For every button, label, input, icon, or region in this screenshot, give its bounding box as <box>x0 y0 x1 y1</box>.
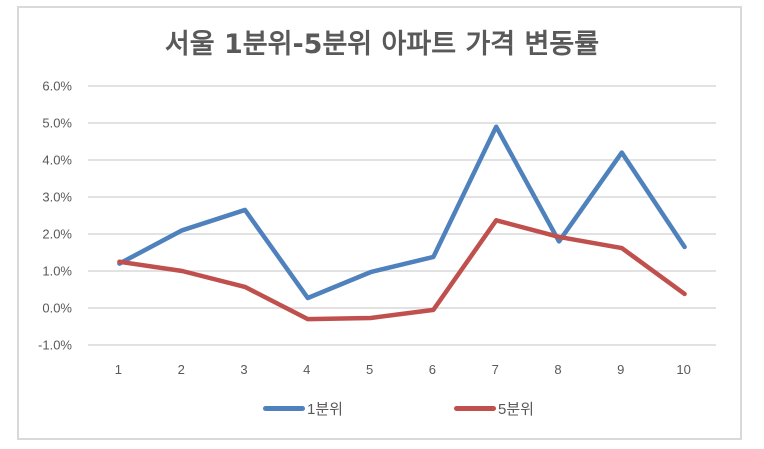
chart-title: 서울 1분위-5분위 아파트 가격 변동률 <box>164 29 600 60</box>
x-tick-label: 4 <box>303 362 310 377</box>
x-tick-label: 6 <box>429 362 436 377</box>
y-tick-label: 5.0% <box>42 116 72 131</box>
legend-item-q1[interactable]: 1분위 <box>263 398 343 419</box>
x-tick-label: 10 <box>676 362 690 377</box>
x-tick-label: 7 <box>492 362 499 377</box>
legend-swatch-q5 <box>454 406 496 411</box>
y-axis-labels: 6.0% 5.0% 4.0% 3.0% 2.0% 1.0% 0.0% -1.0% <box>38 79 72 353</box>
x-tick-label: 1 <box>115 362 122 377</box>
series-line-q5[interactable] <box>117 218 687 322</box>
y-tick-label: 2.0% <box>42 227 72 242</box>
y-tick-label: -1.0% <box>38 338 72 353</box>
y-tick-label: 1.0% <box>42 264 72 279</box>
x-tick-label: 5 <box>366 362 373 377</box>
legend-label-q5: 5분위 <box>498 401 534 418</box>
x-axis-labels: 1 2 3 4 5 6 7 8 9 10 <box>115 362 691 377</box>
y-tick-label: 0.0% <box>42 301 72 316</box>
legend-swatch-q1 <box>263 406 305 411</box>
series-lines <box>117 124 687 322</box>
legend: 1분위 5분위 <box>0 398 764 422</box>
x-tick-label: 3 <box>240 362 247 377</box>
gridlines <box>88 85 716 346</box>
series-line-q1[interactable] <box>117 124 687 301</box>
chart-frame <box>17 6 742 440</box>
y-tick-label: 3.0% <box>42 190 72 205</box>
x-tick-label: 2 <box>178 362 185 377</box>
legend-label-q1: 1분위 <box>307 401 343 418</box>
y-tick-label: 4.0% <box>42 153 72 168</box>
legend-item-q5[interactable]: 5분위 <box>454 398 534 419</box>
x-tick-label: 8 <box>554 362 561 377</box>
x-tick-label: 9 <box>617 362 624 377</box>
y-tick-label: 6.0% <box>42 79 72 94</box>
